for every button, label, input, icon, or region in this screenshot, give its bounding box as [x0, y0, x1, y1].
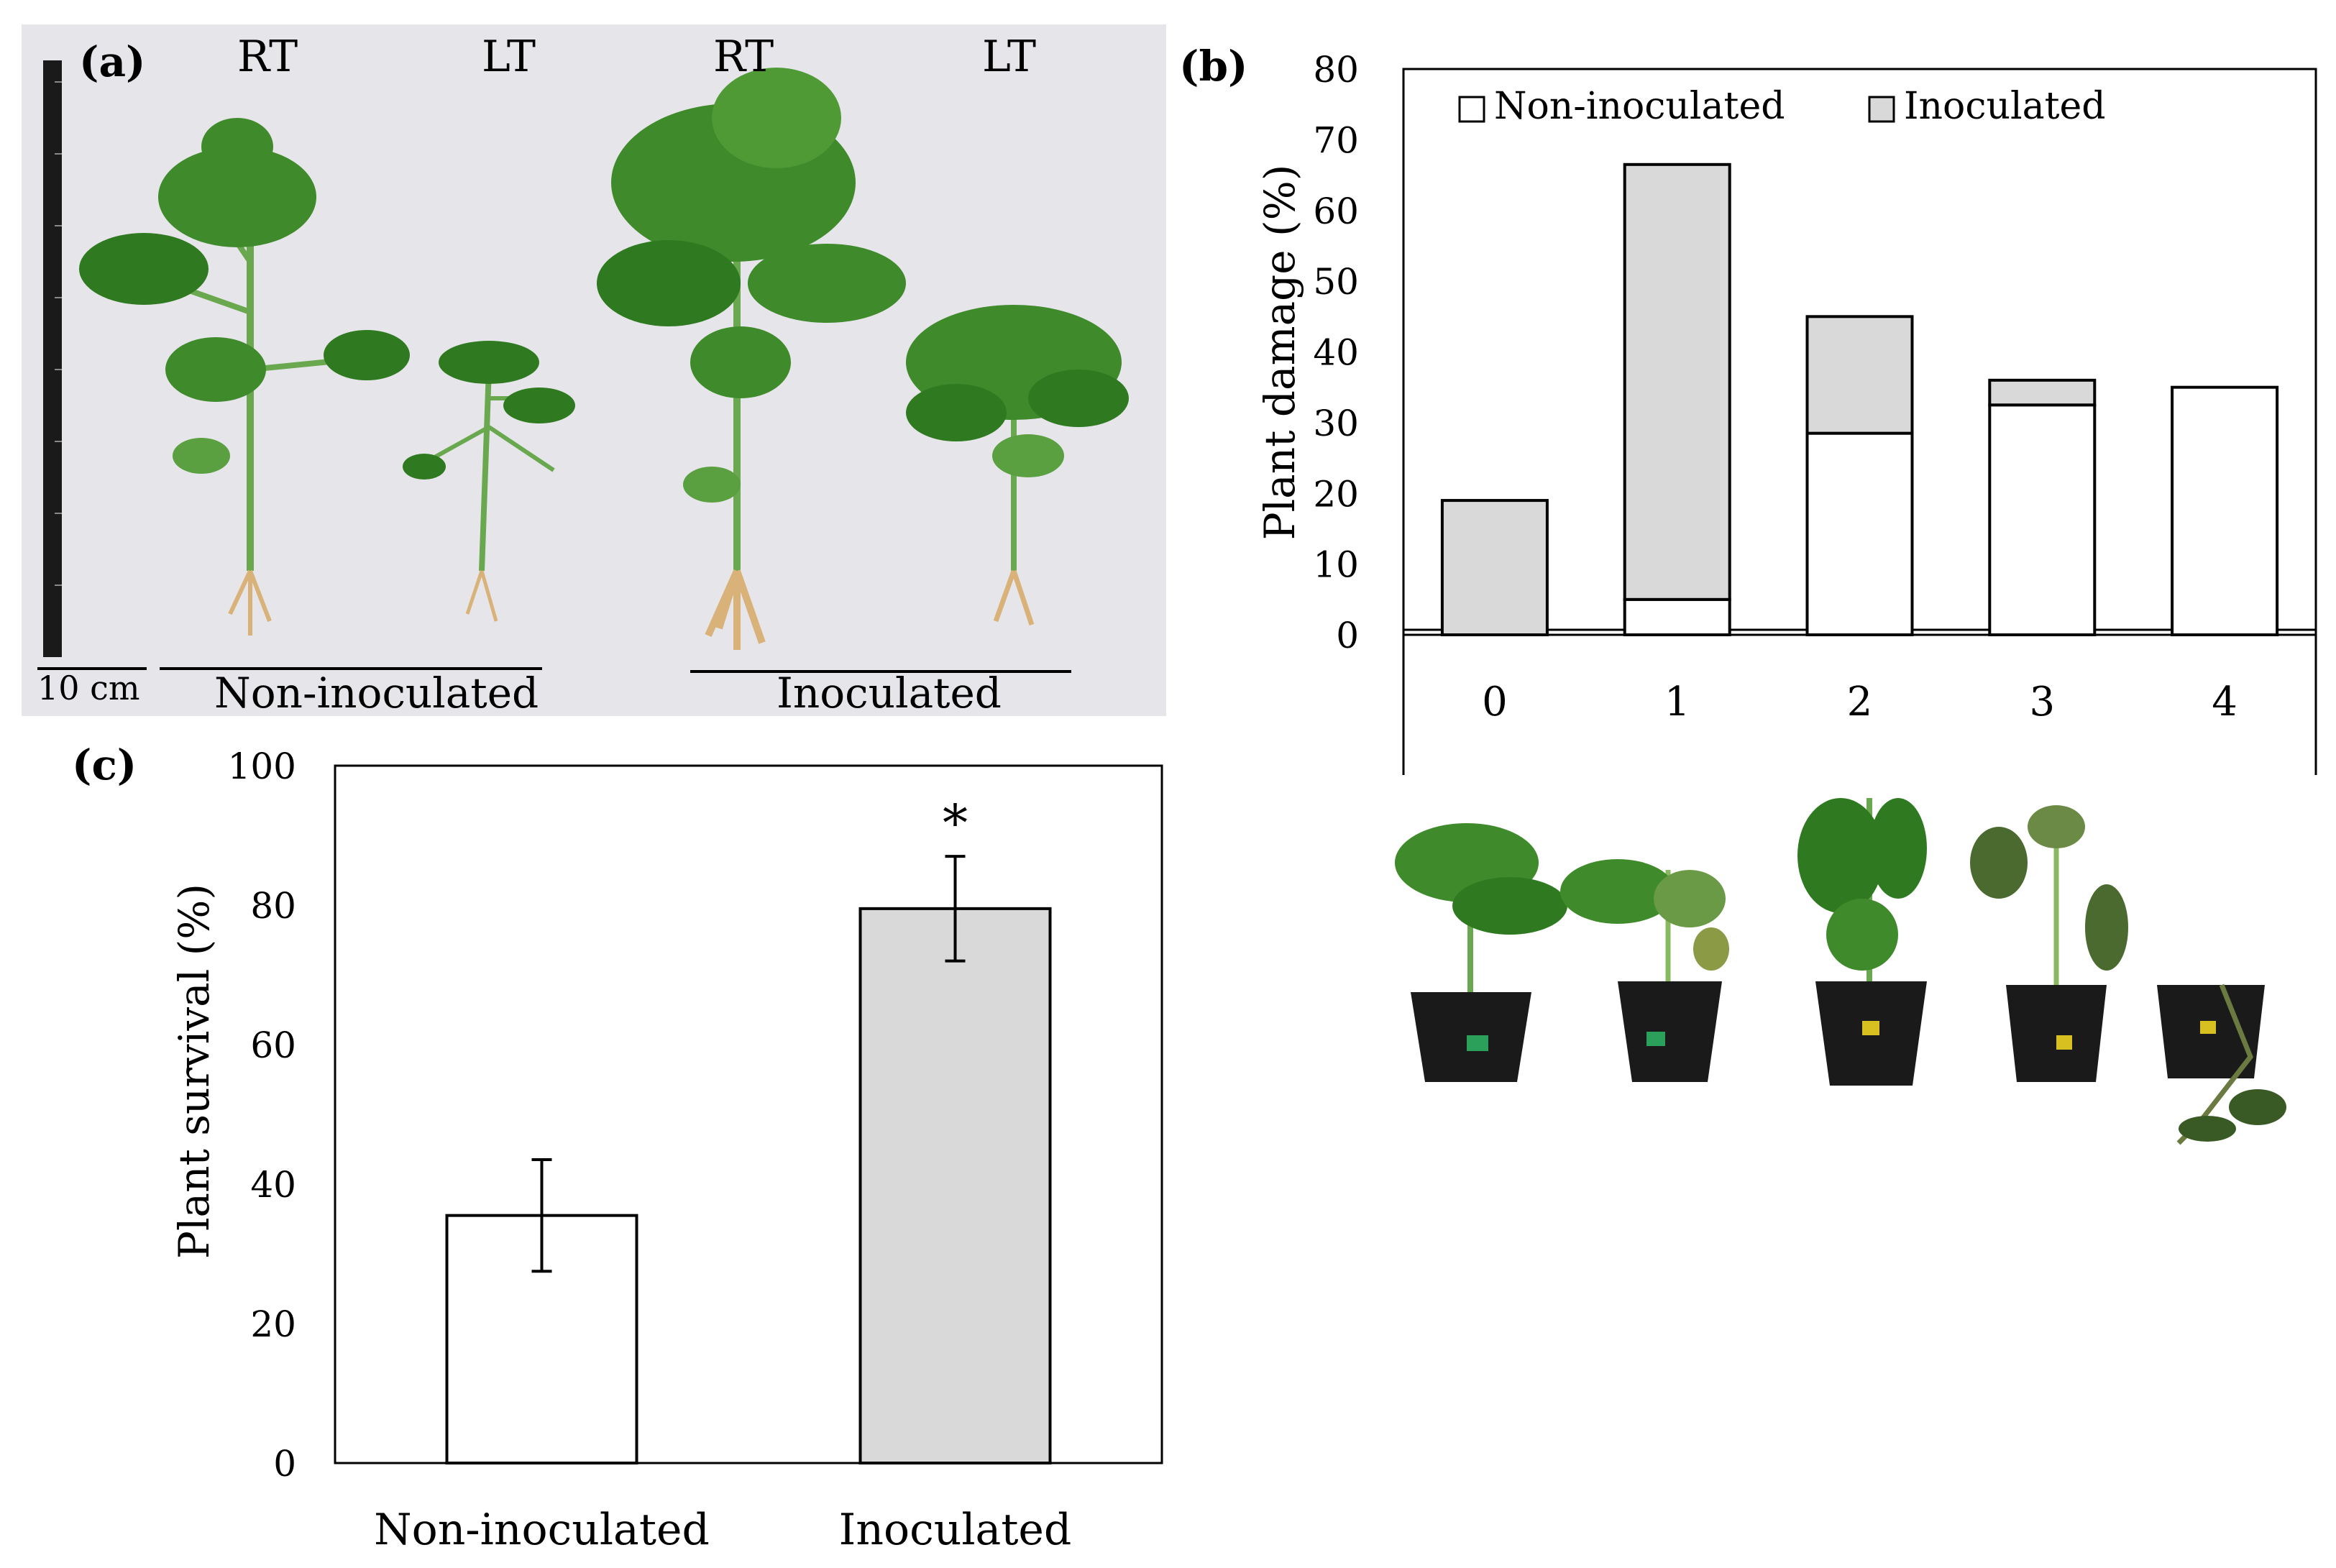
potted-plant-score-2-icon — [1797, 798, 1927, 1086]
chart-c-ytick-label: 60 — [250, 1024, 296, 1066]
plant-lt-noninoculated-icon — [403, 341, 575, 622]
chart-b-ytick-label: 50 — [1313, 261, 1359, 303]
legend-swatch-noninoculated — [1458, 96, 1485, 123]
group-label-noninoculated: Non-inoculated — [214, 669, 539, 717]
legend-label-inoculated: Inoculated — [1904, 85, 2106, 128]
chart-c-significance-marker: * — [943, 794, 968, 853]
chart-b-xtick-label: 3 — [2029, 679, 2055, 725]
scale-label: 10 cm — [37, 669, 140, 707]
top-label-lt-2: LT — [982, 32, 1036, 82]
chart-b-ytick-label: 70 — [1313, 119, 1359, 161]
chart-b-bar-inoculated-0 — [1440, 499, 1549, 637]
damage-score-photo — [1395, 798, 2286, 1145]
chart-b-ytick-label: 40 — [1313, 332, 1359, 374]
chart-b-ylabel: Plant damage (%) — [1255, 165, 1304, 541]
chart-b-bar-noninoculated-4 — [2171, 385, 2279, 636]
chart-b: 0 10 20 30 40 50 60 70 80 0 1 2 3 4 Plant damage (%)… — [1255, 49, 2317, 775]
top-label-rt-2: RT — [713, 32, 774, 82]
chart-b-bar-inoculated-1 — [1623, 162, 1731, 601]
chart-c-ytick-label: 0 — [273, 1443, 296, 1485]
chart-b-bar-noninoculated-2 — [1805, 431, 1914, 636]
chart-b-ytick-label: 0 — [1336, 615, 1359, 656]
chart-c-ytick-label: 80 — [250, 885, 296, 927]
chart-b-xtick-label: 1 — [1664, 679, 1690, 725]
chart-c-ytick-label: 20 — [250, 1303, 296, 1345]
chart-b-bar-noninoculated-1 — [1623, 597, 1731, 636]
chart-c-ytick-label: 40 — [250, 1164, 296, 1206]
chart-c-plot-frame — [334, 764, 1163, 1464]
panel-a-letter: (a) — [79, 37, 146, 86]
potted-plant-score-3-icon — [1970, 805, 2128, 1082]
potted-plant-score-4-icon — [2157, 984, 2286, 1145]
chart-b-bar-inoculated-2 — [1805, 315, 1914, 435]
chart-b-bar-noninoculated-3 — [1988, 403, 2097, 636]
panel-c-letter: (c) — [72, 741, 137, 789]
chart-c-bar-inoculated — [858, 907, 1052, 1464]
chart-b-xtick-label: 4 — [2212, 679, 2237, 725]
chart-b-ytick-label: 60 — [1313, 191, 1359, 232]
top-label-lt-1: LT — [482, 32, 536, 82]
chart-b-ytick-label: 20 — [1313, 473, 1359, 515]
chart-c-ylabel: Plant survival (%) — [170, 884, 219, 1259]
chart-c-xtick-label: Non-inoculated — [374, 1505, 710, 1555]
chart-b-xtick-label: 0 — [1482, 679, 1508, 725]
plant-photo-illustration — [22, 24, 1166, 716]
group-label-inoculated: Inoculated — [777, 669, 1002, 717]
plant-photo-panel-a: (a) RT LT RT LT 10 cm Non-inoculated Ino… — [22, 24, 1166, 717]
chart-b-bar-inoculated-3 — [1988, 378, 2097, 407]
chart-b-ytick-label: 30 — [1313, 403, 1359, 444]
chart-c-xtick-label: Inoculated — [839, 1505, 1072, 1555]
plant-lt-inoculated-icon — [906, 305, 1129, 626]
potted-plant-score-1-icon — [1560, 859, 1729, 1082]
plant-rt-noninoculated-icon — [79, 118, 410, 636]
panel-b-letter: (b) — [1179, 42, 1248, 91]
plant-rt-inoculated-icon — [597, 68, 906, 650]
legend-swatch-inoculated — [1868, 96, 1895, 123]
potted-plant-score-0-icon — [1395, 823, 1567, 1082]
chart-b-xtick-label: 2 — [1847, 679, 1873, 725]
ruler-icon — [43, 60, 62, 657]
top-label-rt-1: RT — [237, 32, 298, 82]
chart-c-ytick-label: 100 — [228, 746, 296, 787]
chart-b-ytick-label: 80 — [1313, 49, 1359, 91]
chart-b-ytick-label: 10 — [1313, 544, 1359, 586]
legend-label-noninoculated: Non-inoculated — [1494, 85, 1785, 128]
